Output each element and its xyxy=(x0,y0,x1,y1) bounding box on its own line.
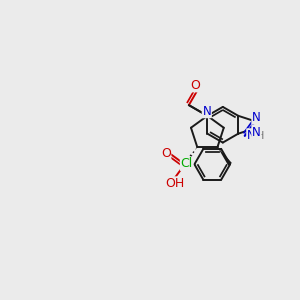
Text: N: N xyxy=(252,125,261,139)
Text: O: O xyxy=(161,147,171,160)
Text: N: N xyxy=(202,105,211,118)
Text: Cl: Cl xyxy=(181,157,193,170)
Text: O: O xyxy=(190,79,200,92)
Text: N: N xyxy=(247,129,256,142)
Text: N: N xyxy=(252,111,261,124)
Text: OH: OH xyxy=(166,177,185,190)
Text: H: H xyxy=(256,131,264,141)
Polygon shape xyxy=(218,147,232,166)
